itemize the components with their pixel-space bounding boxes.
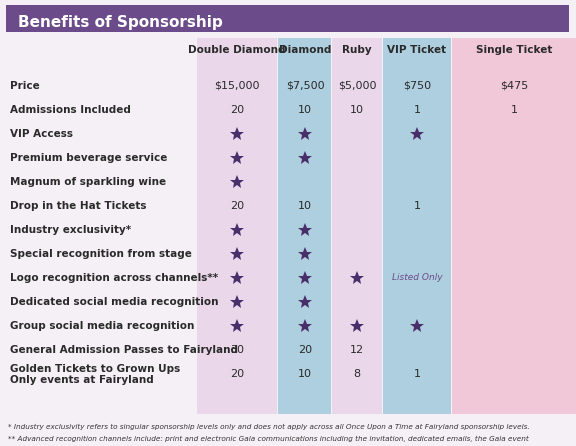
Text: $5,000: $5,000: [338, 81, 376, 91]
Text: 20: 20: [230, 201, 244, 211]
Text: 1: 1: [414, 201, 420, 211]
Text: Listed Only: Listed Only: [392, 273, 442, 282]
Text: Price: Price: [10, 81, 40, 91]
Text: Dedicated social media recognition: Dedicated social media recognition: [10, 297, 218, 307]
Text: Magnum of sparkling wine: Magnum of sparkling wine: [10, 177, 166, 187]
Text: 1: 1: [414, 105, 420, 115]
Text: 10: 10: [298, 201, 312, 211]
Text: 10: 10: [298, 369, 312, 379]
Text: 30: 30: [230, 345, 244, 355]
FancyBboxPatch shape: [197, 38, 277, 414]
Text: $475: $475: [500, 81, 528, 91]
Text: * Industry exclusivity refers to singular sponsorship levels only and does not a: * Industry exclusivity refers to singula…: [8, 424, 529, 430]
Text: 20: 20: [230, 369, 244, 379]
Text: Special recognition from stage: Special recognition from stage: [10, 249, 192, 259]
Text: 1: 1: [510, 105, 517, 115]
FancyBboxPatch shape: [383, 38, 451, 414]
Text: 12: 12: [350, 345, 364, 355]
FancyBboxPatch shape: [332, 38, 382, 414]
Text: $750: $750: [403, 81, 431, 91]
Text: 8: 8: [354, 369, 361, 379]
FancyBboxPatch shape: [278, 38, 331, 414]
Text: Golden Tickets to Grown Ups: Golden Tickets to Grown Ups: [10, 364, 180, 374]
Text: Ruby: Ruby: [342, 45, 372, 55]
Text: Logo recognition across channels**: Logo recognition across channels**: [10, 273, 218, 283]
Text: Only events at Fairyland: Only events at Fairyland: [10, 375, 154, 385]
Text: 20: 20: [298, 345, 312, 355]
FancyBboxPatch shape: [6, 5, 569, 32]
FancyBboxPatch shape: [452, 38, 576, 414]
Text: 20: 20: [230, 105, 244, 115]
Text: Group social media recognition: Group social media recognition: [10, 321, 194, 331]
Text: Premium beverage service: Premium beverage service: [10, 153, 168, 163]
Text: VIP Ticket: VIP Ticket: [388, 45, 446, 55]
Text: Drop in the Hat Tickets: Drop in the Hat Tickets: [10, 201, 146, 211]
Text: 1: 1: [414, 369, 420, 379]
Text: VIP Access: VIP Access: [10, 129, 73, 139]
Text: $15,000: $15,000: [214, 81, 260, 91]
Text: Diamond: Diamond: [279, 45, 331, 55]
Text: Admissions Included: Admissions Included: [10, 105, 131, 115]
Text: $7,500: $7,500: [286, 81, 324, 91]
Text: Benefits of Sponsorship: Benefits of Sponsorship: [18, 15, 223, 29]
Text: ** Advanced recognition channels include: print and electronic Gala communicatio: ** Advanced recognition channels include…: [8, 436, 529, 442]
Text: 10: 10: [350, 105, 364, 115]
Text: Industry exclusivity*: Industry exclusivity*: [10, 225, 131, 235]
Text: Double Diamond: Double Diamond: [188, 45, 286, 55]
Text: General Admission Passes to Fairyland: General Admission Passes to Fairyland: [10, 345, 238, 355]
Text: Single Ticket: Single Ticket: [476, 45, 552, 55]
Text: 10: 10: [298, 105, 312, 115]
